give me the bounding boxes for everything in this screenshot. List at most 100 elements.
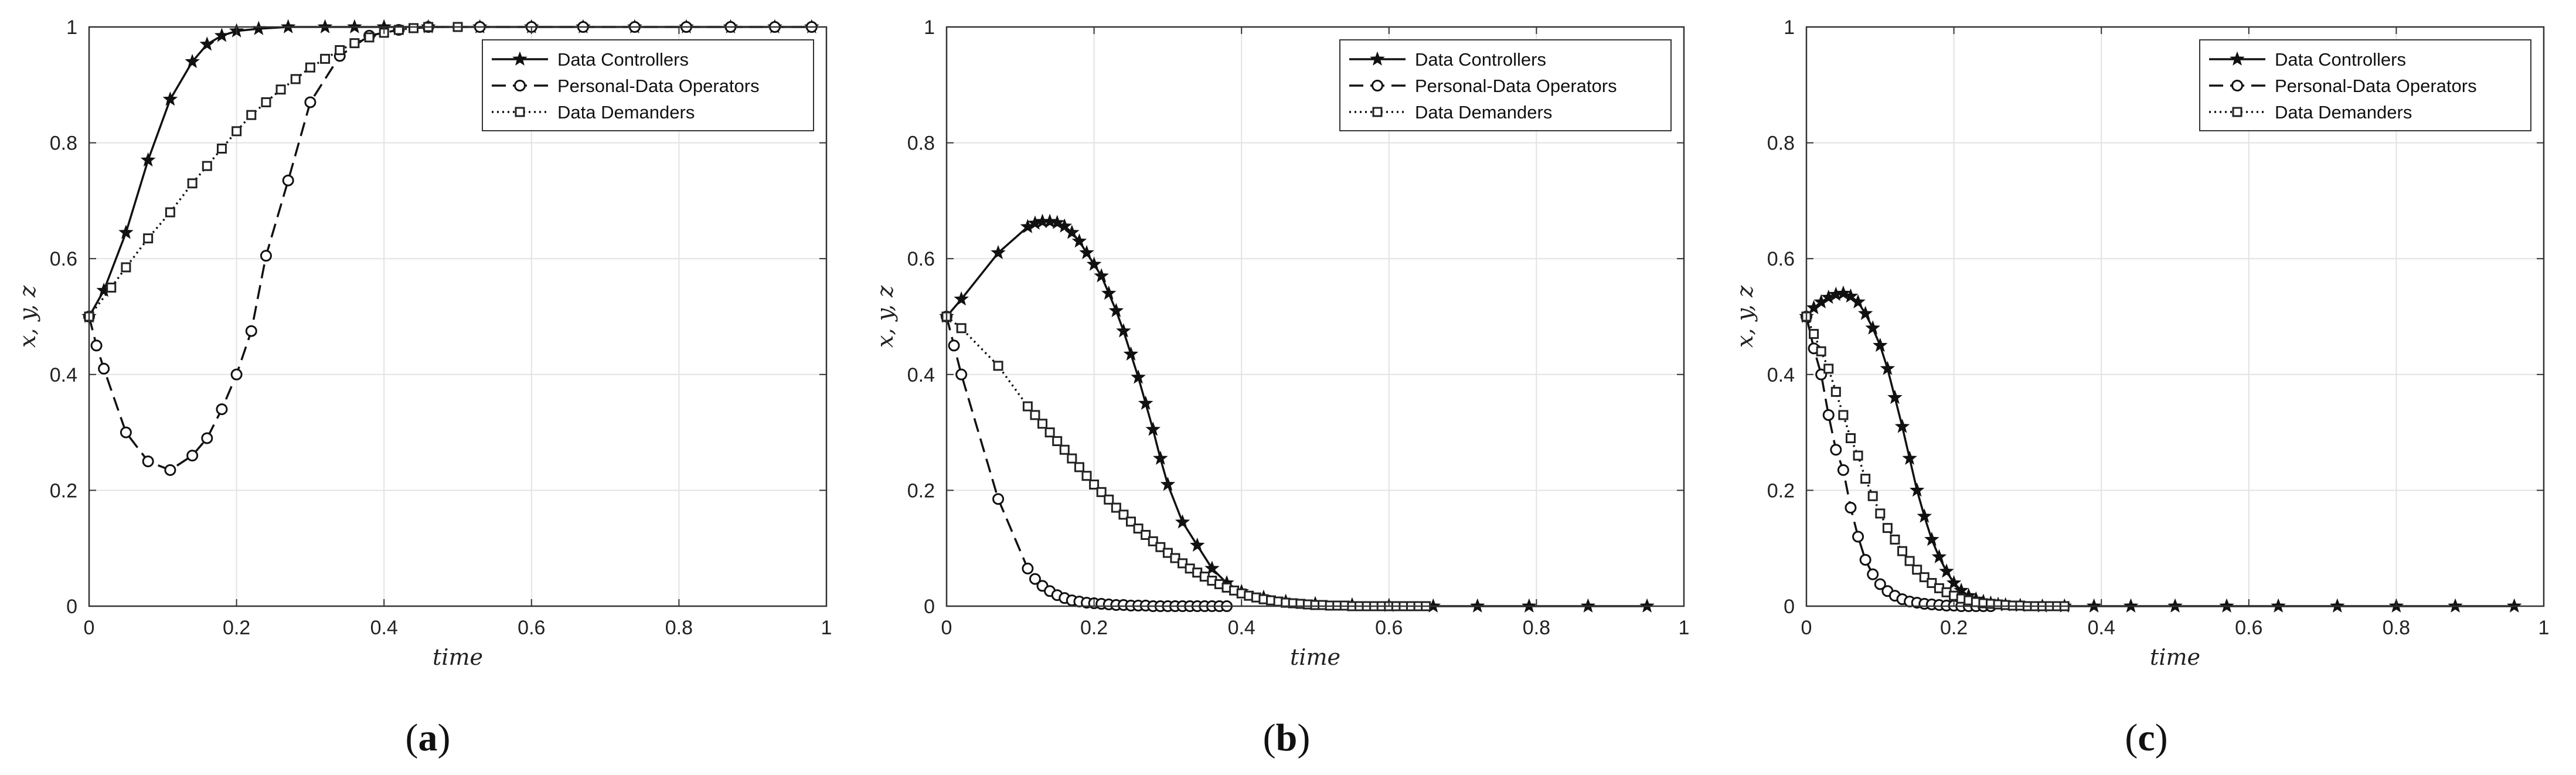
data-point [993, 361, 1003, 371]
data-point [304, 96, 317, 108]
data-point [1141, 529, 1151, 540]
data-point [1067, 453, 1077, 464]
data-point [1133, 524, 1144, 534]
y-tick-label: 0 [924, 596, 935, 618]
data-point [1162, 548, 1173, 558]
data-point [1954, 582, 1969, 597]
data-point [1904, 556, 1915, 566]
legend-label: Data Demanders [557, 102, 695, 123]
data-point [1145, 422, 1161, 436]
legend: Data Controllers Personal-Data Operators D… [1339, 39, 1672, 131]
data-point [1873, 337, 1888, 352]
data-point [142, 456, 154, 467]
y-tick-label: 0.2 [907, 480, 935, 502]
data-point [1079, 244, 1094, 260]
data-point [1927, 577, 1937, 588]
data-point [1030, 410, 1040, 420]
legend-label: Data Demanders [1415, 102, 1552, 123]
legend-label: Data Demanders [2275, 102, 2412, 123]
x-tick-label: 0.2 [1080, 617, 1108, 639]
data-point [275, 84, 286, 95]
data-point [202, 161, 212, 171]
data-point [185, 53, 200, 69]
legend-label: Personal-Data Operators [557, 76, 760, 96]
data-point [1837, 464, 1849, 476]
data-point [1049, 215, 1065, 229]
x-tick-label: 1 [821, 617, 832, 639]
data-point [1836, 285, 1851, 300]
y-tick-label: 0.2 [1767, 480, 1795, 502]
x-tick-label: 1 [2538, 617, 2550, 639]
data-point [1086, 256, 1102, 271]
data-point [120, 426, 132, 439]
data-point [106, 283, 117, 293]
data-point [1101, 285, 1117, 300]
y-tick-label: 0 [1784, 596, 1795, 618]
data-point [1074, 462, 1084, 473]
data-point [162, 91, 178, 106]
data-point [1850, 294, 1866, 309]
legend-item: Personal-Data Operators [1349, 76, 1617, 96]
x-tick-label: 0 [84, 617, 95, 639]
legend-marker [2231, 80, 2243, 91]
panel-caption-paren: ( [406, 716, 418, 759]
data-point [1919, 572, 1930, 583]
y-tick-label: 0 [66, 596, 77, 618]
chart-panel-b: 0 0.2 0.4 0.6 0.8 1 0 0.2 0.4 0.6 0.8 1 time x, y, z D… [872, 16, 1689, 759]
panel-caption-paren: ( [2125, 716, 2138, 759]
data-point [1131, 369, 1146, 384]
data-point [121, 262, 131, 273]
data-point [1867, 568, 1879, 580]
legend-marker [1372, 107, 1383, 117]
panel-caption-letter: b [1276, 716, 1298, 759]
legend-label: Personal-Data Operators [1415, 76, 1617, 96]
data-point [1816, 346, 1826, 356]
data-point [335, 45, 345, 56]
data-point [1931, 549, 1947, 563]
data-point [1853, 450, 1863, 461]
y-tick-label: 0.8 [907, 132, 935, 155]
data-point [143, 233, 154, 244]
data-point [1880, 361, 1896, 375]
data-point [1189, 537, 1205, 552]
data-point [216, 403, 228, 416]
legend-label: Data Controllers [1415, 49, 1546, 70]
chart-panel-c: 0 0.2 0.4 0.6 0.8 1 0 0.2 0.4 0.6 0.8 1 time x, y, z D… [1732, 16, 2549, 759]
y-tick-label: 0.4 [50, 364, 77, 386]
data-point [1874, 578, 1886, 590]
data-point [1838, 410, 1849, 420]
panel-caption-paren: ) [1297, 716, 1310, 759]
data-point [1939, 563, 1954, 578]
legend-label: Personal-Data Operators [2275, 76, 2477, 96]
x-tick-label: 0.4 [2088, 617, 2115, 639]
x-tick-label: 0.6 [1375, 617, 1403, 639]
data-point [1843, 288, 1859, 303]
legend-item: Data Demanders [2209, 102, 2412, 123]
x-tick-label: 0.4 [1228, 617, 1255, 639]
data-point [1044, 427, 1055, 438]
legend-item: Data Controllers [2209, 49, 2406, 70]
legend-marker [1370, 51, 1385, 66]
data-point [364, 32, 375, 43]
data-point [1094, 268, 1109, 283]
data-point [1153, 450, 1168, 465]
data-point [1111, 502, 1121, 513]
data-point [1845, 502, 1857, 514]
panel-caption-letter: c [2138, 716, 2155, 759]
data-point [1946, 575, 1962, 590]
data-point [1897, 546, 1908, 556]
legend-item: Data Demanders [492, 102, 695, 123]
data-point [1116, 323, 1131, 338]
x-tick-label: 0.2 [223, 617, 250, 639]
data-point [1882, 523, 1893, 533]
data-point [1104, 494, 1114, 505]
data-point [1022, 562, 1034, 575]
data-point [956, 323, 967, 334]
y-tick-label: 1 [66, 16, 77, 39]
y-tick-label: 1 [1784, 16, 1795, 39]
legend-item: Personal-Data Operators [492, 76, 760, 96]
y-tick-label: 0.4 [1767, 364, 1795, 386]
data-point [187, 178, 198, 189]
data-point [118, 225, 134, 239]
